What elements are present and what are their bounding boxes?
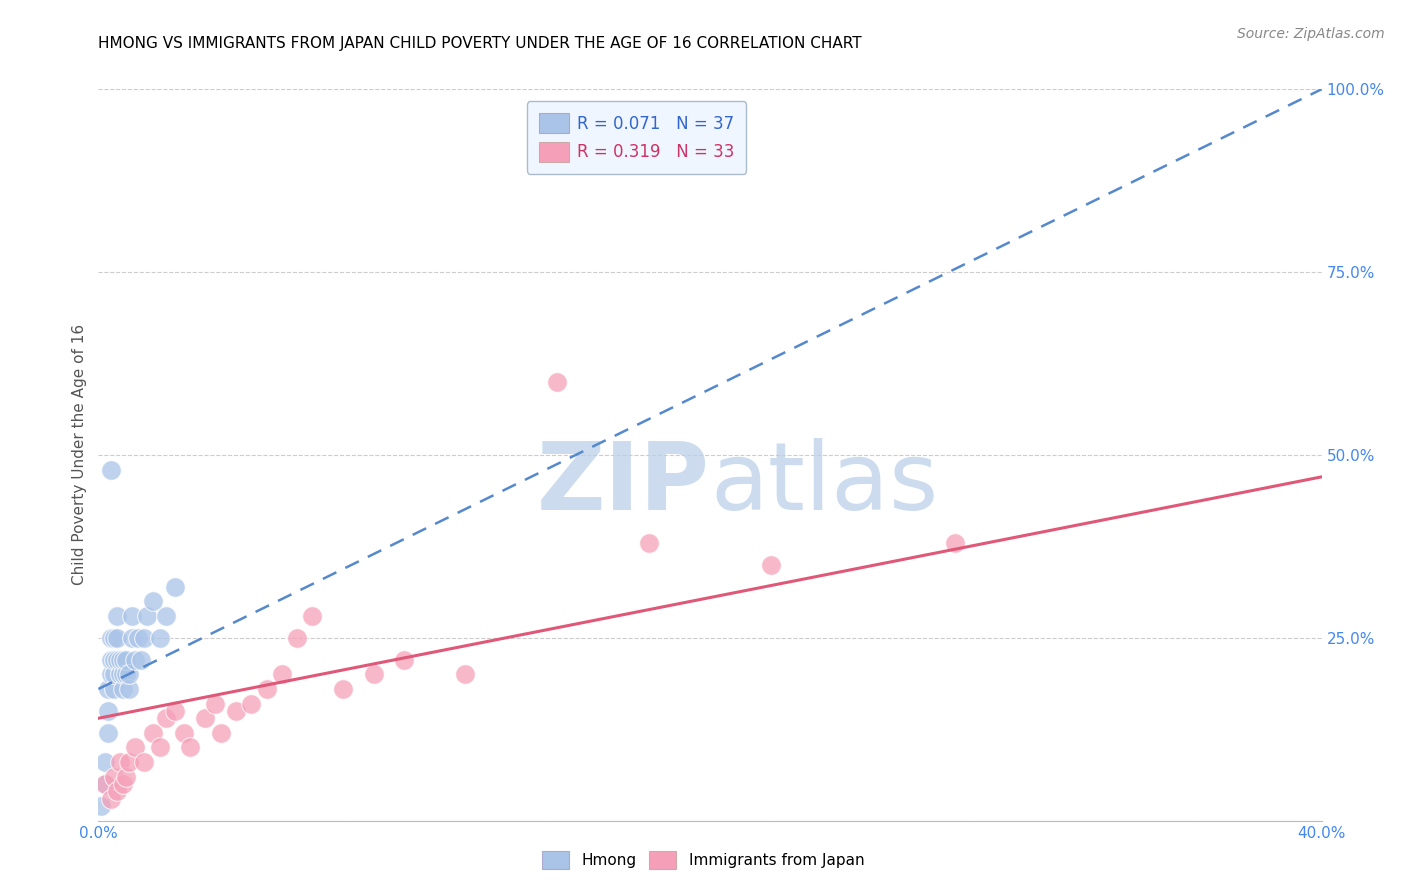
- Point: [108, 653, 131, 667]
- Point: [100, 631, 122, 645]
- Point: [194, 711, 217, 725]
- Point: [105, 631, 128, 645]
- Point: [124, 653, 146, 667]
- Point: [121, 608, 143, 623]
- Point: [103, 770, 125, 784]
- Point: [129, 653, 152, 667]
- Point: [142, 594, 165, 608]
- Text: Source: ZipAtlas.com: Source: ZipAtlas.com: [1237, 27, 1385, 41]
- Point: [108, 667, 131, 681]
- Text: HMONG VS IMMIGRANTS FROM JAPAN CHILD POVERTY UNDER THE AGE OF 16 CORRELATION CHA: HMONG VS IMMIGRANTS FROM JAPAN CHILD POV…: [98, 36, 862, 51]
- Point: [155, 608, 177, 623]
- Point: [118, 667, 141, 681]
- Point: [173, 726, 195, 740]
- Point: [103, 681, 125, 696]
- Point: [118, 755, 141, 769]
- Point: [111, 777, 134, 791]
- Y-axis label: Child Poverty Under the Age of 16: Child Poverty Under the Age of 16: [72, 325, 87, 585]
- Point: [100, 653, 122, 667]
- Point: [93, 777, 115, 791]
- Point: [93, 755, 115, 769]
- Point: [115, 667, 138, 681]
- Point: [179, 740, 201, 755]
- Text: atlas: atlas: [710, 438, 938, 530]
- Point: [124, 740, 146, 755]
- Point: [209, 726, 232, 740]
- Point: [270, 667, 292, 681]
- Point: [163, 580, 186, 594]
- Point: [134, 755, 156, 769]
- Point: [332, 681, 354, 696]
- Point: [256, 681, 278, 696]
- Point: [149, 740, 172, 755]
- Point: [454, 667, 477, 681]
- Point: [111, 653, 134, 667]
- Point: [546, 375, 568, 389]
- Point: [97, 726, 120, 740]
- Point: [115, 770, 138, 784]
- Point: [637, 535, 661, 549]
- Point: [111, 667, 134, 681]
- Point: [121, 631, 143, 645]
- Point: [105, 608, 128, 623]
- Point: [149, 631, 172, 645]
- Point: [115, 653, 138, 667]
- Point: [90, 799, 112, 814]
- Point: [363, 667, 385, 681]
- Point: [155, 711, 177, 725]
- Point: [163, 704, 186, 718]
- Point: [142, 726, 165, 740]
- Legend: Hmong, Immigrants from Japan: Hmong, Immigrants from Japan: [536, 845, 870, 875]
- Point: [943, 535, 966, 549]
- Point: [105, 784, 128, 798]
- Point: [392, 653, 416, 667]
- Legend: R = 0.071   N = 37, R = 0.319   N = 33: R = 0.071 N = 37, R = 0.319 N = 33: [527, 101, 747, 174]
- Point: [97, 681, 120, 696]
- Point: [103, 653, 125, 667]
- Point: [103, 667, 125, 681]
- Point: [93, 777, 115, 791]
- Point: [134, 631, 156, 645]
- Point: [301, 608, 323, 623]
- Point: [97, 704, 120, 718]
- Text: ZIP: ZIP: [537, 438, 710, 530]
- Point: [285, 631, 308, 645]
- Point: [127, 631, 149, 645]
- Point: [225, 704, 247, 718]
- Point: [204, 697, 226, 711]
- Point: [240, 697, 263, 711]
- Point: [759, 558, 782, 572]
- Point: [100, 667, 122, 681]
- Point: [100, 791, 122, 805]
- Point: [118, 681, 141, 696]
- Point: [108, 755, 131, 769]
- Point: [105, 653, 128, 667]
- Point: [103, 631, 125, 645]
- Point: [136, 608, 159, 623]
- Point: [100, 462, 122, 476]
- Point: [111, 681, 134, 696]
